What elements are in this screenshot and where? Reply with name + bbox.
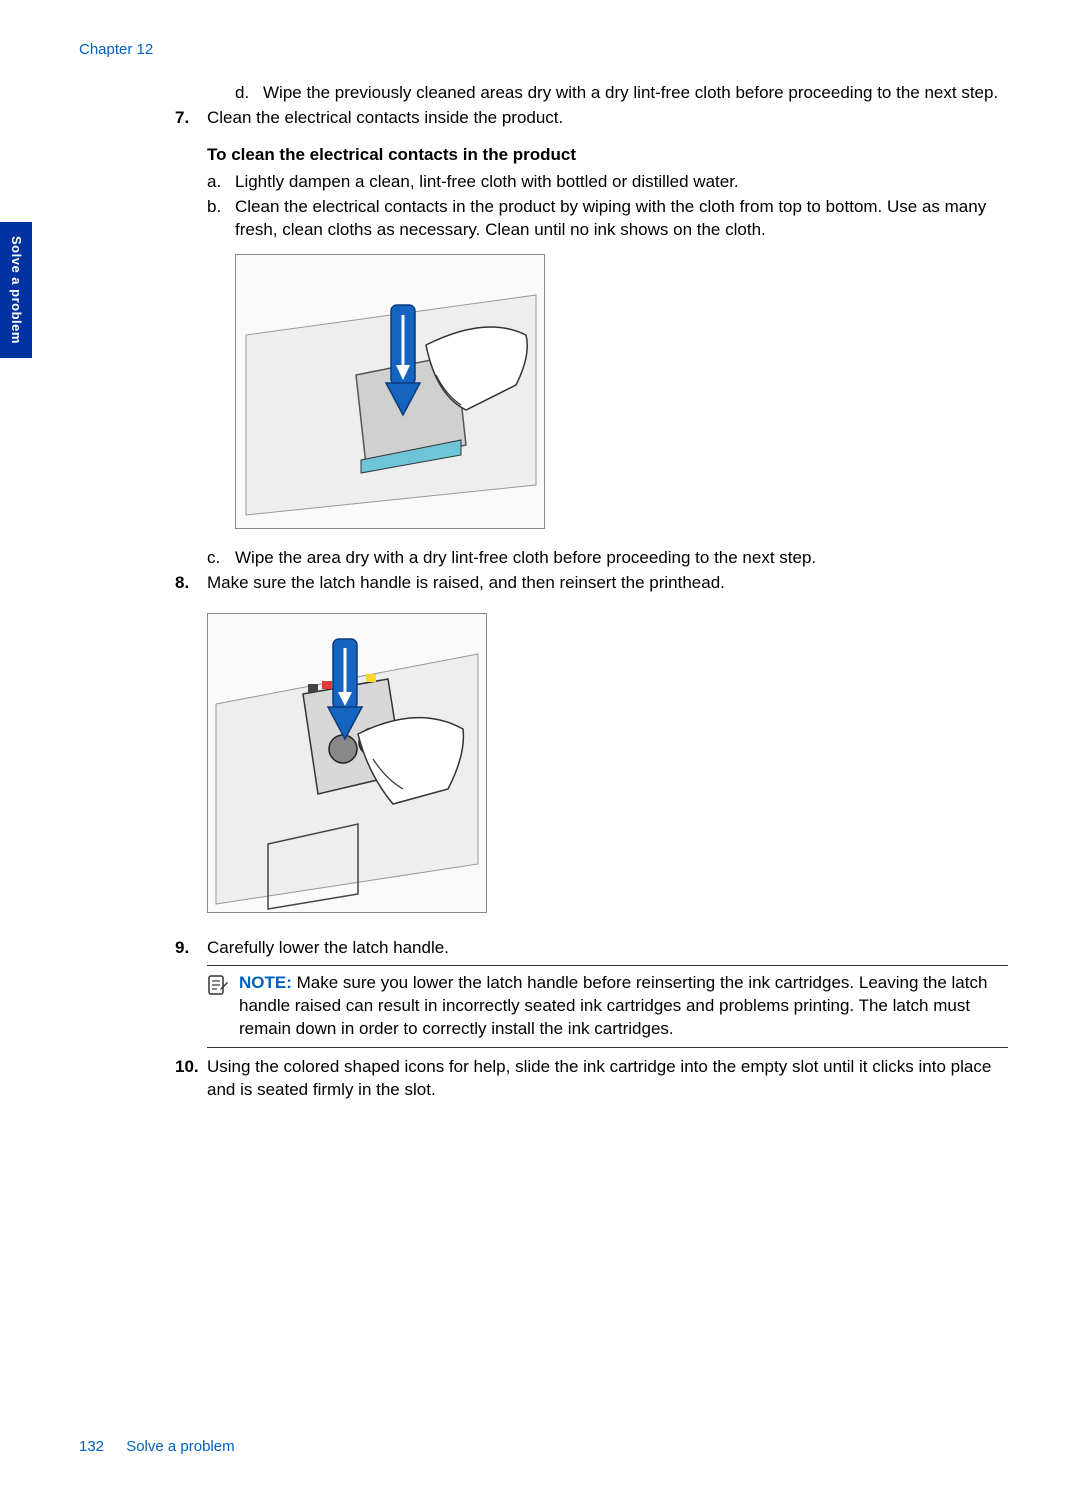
marker-b: b [207, 197, 216, 216]
note-label: NOTE: [239, 973, 292, 992]
note-icon [207, 972, 231, 1041]
printer-illustration-1-icon [236, 255, 545, 529]
substep-b: b. Clean the electrical contacts in the … [175, 196, 1008, 242]
sidebar-tab: Solve a problem [0, 222, 32, 358]
marker-a: a [207, 172, 216, 191]
marker-c: c [207, 548, 216, 567]
sidebar-tab-label: Solve a problem [7, 236, 25, 344]
step-10-text: Using the colored shaped icons for help,… [207, 1056, 1008, 1102]
substep-d-text: Wipe the previously cleaned areas dry wi… [263, 82, 1008, 105]
substep-a-text: Lightly dampen a clean, lint-free cloth … [235, 171, 1008, 194]
substep-c-text: Wipe the area dry with a dry lint-free c… [235, 547, 1008, 570]
substep-b-text: Clean the electrical contacts in the pro… [235, 196, 1008, 242]
marker-d: d [235, 83, 244, 102]
note-text-wrap: NOTE: Make sure you lower the latch hand… [239, 972, 1008, 1041]
step-10: 10. Using the colored shaped icons for h… [175, 1056, 1008, 1102]
marker-7: 7. [175, 107, 207, 130]
page-content: d. Wipe the previously cleaned areas dry… [175, 82, 1008, 1104]
figure-reinsert-printhead [207, 613, 487, 913]
printer-illustration-2-icon [208, 614, 487, 913]
marker-8: 8. [175, 572, 207, 595]
marker-10: 10. [175, 1056, 207, 1102]
step-9: 9. Carefully lower the latch handle. [175, 937, 1008, 960]
note-body: Make sure you lower the latch handle bef… [239, 973, 987, 1038]
note-block: NOTE: Make sure you lower the latch hand… [207, 965, 1008, 1048]
step-9-text: Carefully lower the latch handle. [207, 937, 1008, 960]
footer-section: Solve a problem [126, 1438, 234, 1455]
step-7: 7. Clean the electrical contacts inside … [175, 107, 1008, 130]
substep-a: a. Lightly dampen a clean, lint-free clo… [175, 171, 1008, 194]
page-number: 132 [79, 1438, 104, 1455]
marker-9: 9. [175, 937, 207, 960]
subsection-heading: To clean the electrical contacts in the … [207, 144, 1008, 167]
substep-c: c. Wipe the area dry with a dry lint-fre… [175, 547, 1008, 570]
figure-clean-contacts [235, 254, 545, 529]
step-8: 8. Make sure the latch handle is raised,… [175, 572, 1008, 595]
step-8-text: Make sure the latch handle is raised, an… [207, 572, 1008, 595]
chapter-header: Chapter 12 [79, 40, 153, 60]
step-7-text: Clean the electrical contacts inside the… [207, 107, 1008, 130]
page-footer: 132 Solve a problem [79, 1437, 235, 1457]
substep-d: d. Wipe the previously cleaned areas dry… [175, 82, 1008, 105]
